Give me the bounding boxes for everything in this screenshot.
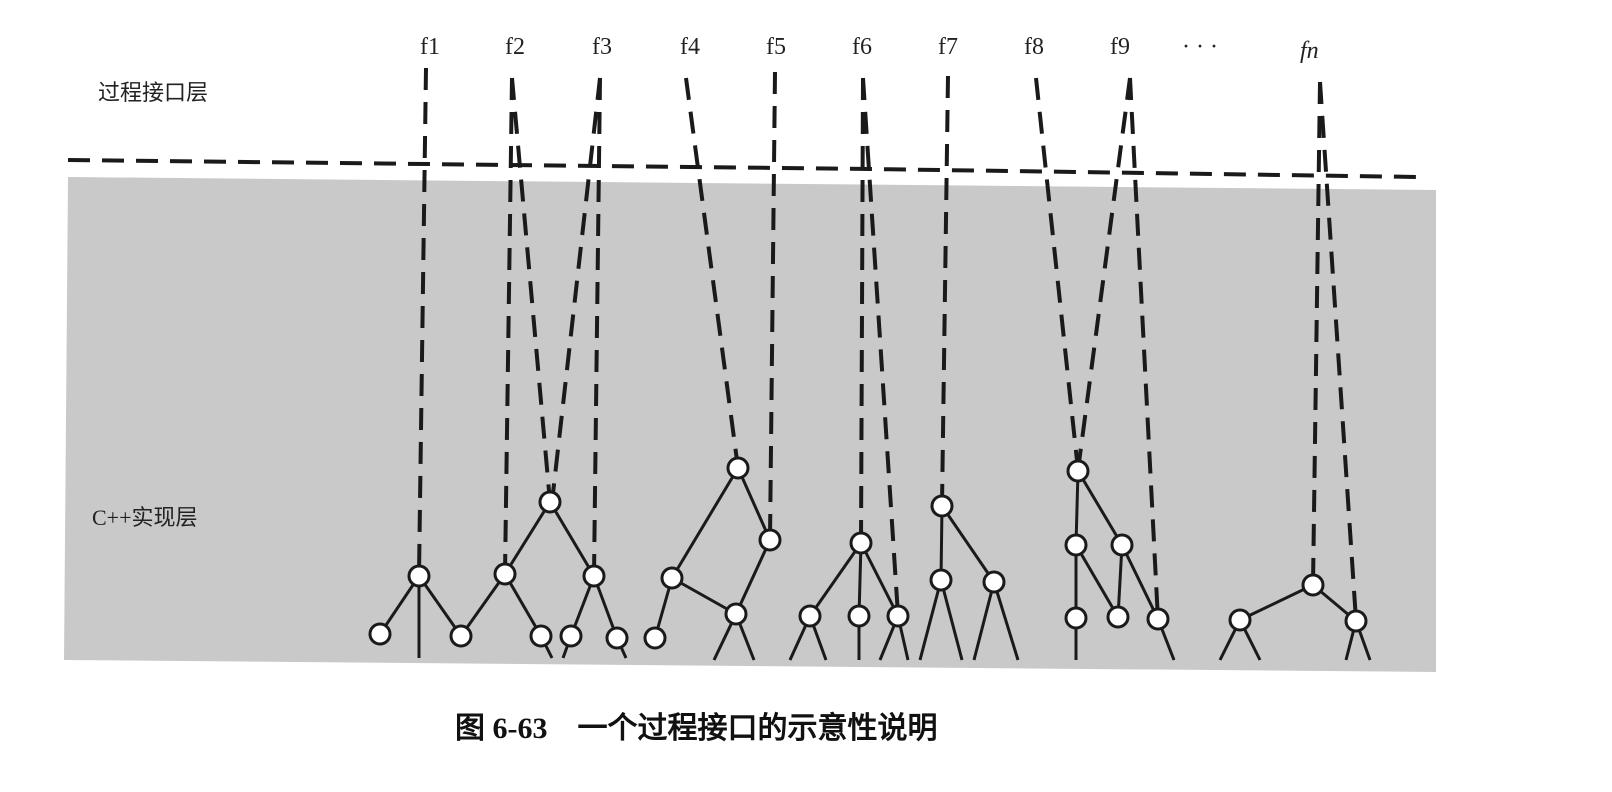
implementation-tree-edges	[378, 467, 1372, 661]
function-label-f2: f2	[505, 34, 525, 60]
tree-node	[605, 626, 629, 650]
function-label-f4: f4	[680, 34, 700, 60]
tree-node	[849, 531, 873, 555]
function-label-f6: f6	[852, 34, 872, 60]
tree-node	[1110, 533, 1134, 557]
function-label-f1: f1	[420, 34, 440, 60]
function-label-f8: f8	[1024, 34, 1044, 60]
tree-node	[1066, 459, 1090, 483]
function-label-f5: f5	[766, 34, 786, 60]
tree-node	[724, 602, 748, 626]
implementation-tree-nodes	[368, 456, 1368, 650]
interface-boundary-line	[67, 158, 1421, 179]
tree-node	[886, 604, 910, 628]
tree-node	[559, 624, 583, 648]
tree-node	[1146, 607, 1170, 631]
tree-node	[982, 570, 1006, 594]
implementation-layer-band	[64, 177, 1436, 672]
tree-node	[368, 622, 392, 646]
tree-node	[1064, 606, 1088, 630]
tree-node	[1064, 533, 1088, 557]
tree-node	[929, 568, 953, 592]
tree-node	[1344, 609, 1368, 633]
tree-node	[643, 626, 667, 650]
tree-node	[1106, 605, 1130, 629]
figure-caption: 图 6-63 一个过程接口的示意性说明	[455, 711, 938, 745]
implementation-layer-label: C++实现层	[92, 505, 198, 530]
function-ellipsis: · · ·	[1182, 34, 1218, 60]
tree-node	[529, 624, 553, 648]
interface-call-lines	[417, 67, 1358, 621]
tree-node	[726, 456, 750, 480]
tree-node	[449, 624, 473, 648]
tree-node	[660, 566, 684, 590]
function-label-fn: fn	[1300, 38, 1319, 64]
function-label-f7: f7	[938, 34, 958, 60]
tree-node	[798, 604, 822, 628]
tree-node	[582, 564, 606, 588]
tree-node	[758, 528, 782, 552]
interface-layer-label: 过程接口层	[98, 80, 208, 105]
tree-node	[847, 604, 871, 628]
tree-node	[538, 490, 562, 514]
tree-node	[1228, 608, 1252, 632]
function-label-f3: f3	[592, 34, 612, 60]
function-label-f9: f9	[1110, 34, 1130, 60]
tree-node	[407, 564, 431, 588]
tree-node	[493, 562, 517, 586]
tree-node	[1301, 573, 1325, 597]
tree-node	[930, 494, 954, 518]
